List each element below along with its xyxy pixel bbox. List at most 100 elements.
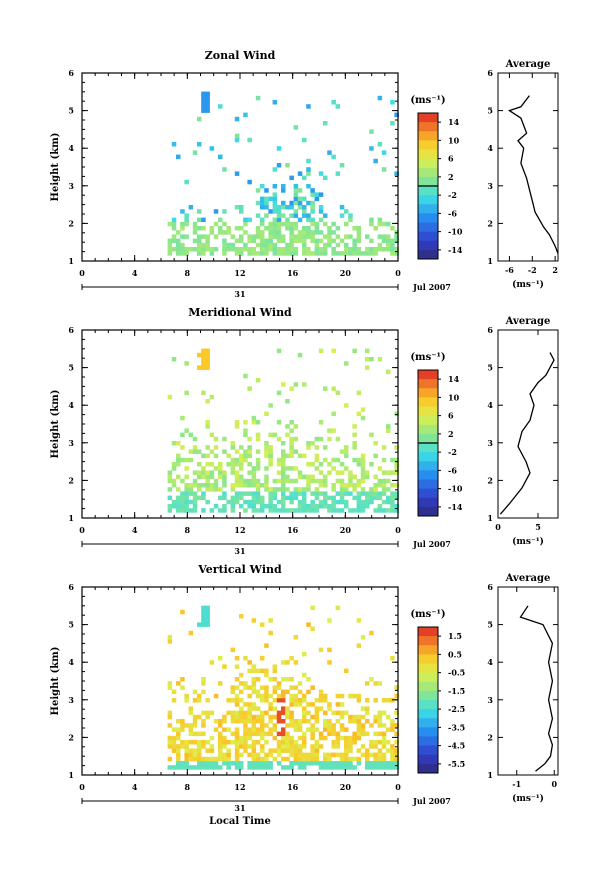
- data-cell: [335, 470, 341, 475]
- data-cell: [360, 752, 366, 758]
- data-cell: [222, 719, 227, 724]
- data-cell: [293, 761, 299, 766]
- data-cell: [213, 221, 219, 227]
- data-cell: [348, 213, 353, 218]
- data-cell: [281, 474, 286, 480]
- data-cell: [344, 504, 349, 509]
- data-cell: [176, 765, 181, 770]
- data-cell: [335, 735, 341, 741]
- data-cell: [276, 470, 282, 475]
- data-cell: [293, 508, 299, 513]
- data-cell: [226, 462, 231, 467]
- data-cell: [167, 221, 173, 227]
- colorbar-tick-label: 10: [448, 392, 460, 402]
- colorbar-swatch: [418, 158, 438, 169]
- data-cell: [247, 470, 252, 475]
- data-cell: [335, 491, 341, 496]
- data-cell: [268, 230, 273, 235]
- x-tick-label: 12: [234, 782, 245, 792]
- data-cell: [171, 748, 177, 753]
- data-cell: [344, 403, 349, 408]
- data-cell: [205, 470, 210, 475]
- data-cell: [268, 719, 273, 724]
- data-cell: [373, 761, 378, 766]
- data-cell: [390, 499, 395, 505]
- data-cell: [272, 242, 278, 248]
- data-cell: [285, 508, 290, 513]
- data-cell: [289, 698, 294, 703]
- data-cell: [234, 483, 240, 488]
- data-cell: [310, 192, 315, 197]
- data-cell: [310, 188, 315, 193]
- data-cell: [318, 491, 324, 496]
- data-cell: [289, 445, 294, 450]
- data-cell: [251, 702, 257, 707]
- data-cell: [373, 226, 378, 231]
- data-cell: [197, 209, 202, 214]
- data-cell: [285, 251, 290, 256]
- data-cell: [243, 731, 248, 737]
- data-cell: [302, 693, 307, 699]
- data-cell: [381, 761, 387, 766]
- colorbar-swatch: [418, 222, 438, 233]
- data-cell: [197, 449, 202, 454]
- data-cell: [327, 242, 332, 248]
- data-cell: [348, 247, 353, 252]
- data-cell: [386, 765, 391, 770]
- data-cell: [272, 196, 278, 202]
- data-cell: [381, 247, 387, 252]
- data-cell: [205, 474, 210, 480]
- data-cell: [276, 462, 282, 467]
- data-cell: [310, 605, 315, 611]
- data-cell: [306, 462, 311, 467]
- data-cell: [201, 365, 206, 370]
- data-cell: [167, 487, 173, 492]
- data-cell: [323, 499, 328, 505]
- data-cell: [293, 740, 299, 745]
- data-cell: [381, 221, 387, 227]
- data-cell: [209, 394, 215, 400]
- data-cell: [390, 727, 395, 732]
- data-cell: [297, 188, 303, 193]
- data-cell: [222, 483, 227, 488]
- data-cell: [167, 504, 173, 509]
- data-cell: [306, 200, 311, 206]
- data-cell: [331, 411, 336, 417]
- data-cell: [234, 449, 240, 454]
- data-cell: [344, 735, 349, 741]
- data-cell: [209, 710, 215, 716]
- data-cell: [251, 470, 257, 475]
- data-cell: [247, 731, 252, 737]
- data-cell: [365, 719, 370, 724]
- data-cell: [331, 386, 336, 391]
- data-cell: [260, 247, 265, 252]
- profile-line: [519, 605, 554, 772]
- data-cell: [184, 756, 189, 762]
- data-cell: [276, 205, 282, 210]
- data-cell: [234, 740, 240, 745]
- data-cell: [335, 693, 341, 699]
- profile-frame: [497, 329, 559, 519]
- date-label: 31: [234, 803, 245, 813]
- data-cell: [209, 756, 215, 762]
- data-cell: [394, 411, 399, 417]
- data-cell: [205, 348, 210, 354]
- data-cell: [331, 710, 336, 716]
- data-cell: [306, 167, 311, 172]
- data-cell: [239, 478, 244, 484]
- data-cell: [318, 693, 324, 699]
- data-cell: [310, 731, 315, 737]
- data-cell: [360, 474, 366, 480]
- colorbar-tick-label: 6: [448, 411, 454, 421]
- data-cell: [276, 226, 282, 231]
- data-cell: [276, 217, 282, 223]
- data-cell: [386, 369, 391, 375]
- data-cell: [264, 411, 269, 417]
- data-cell: [293, 125, 299, 130]
- colorbar-swatch: [418, 167, 438, 178]
- data-cell: [218, 731, 223, 737]
- data-cell: [318, 706, 324, 711]
- data-cell: [285, 765, 290, 770]
